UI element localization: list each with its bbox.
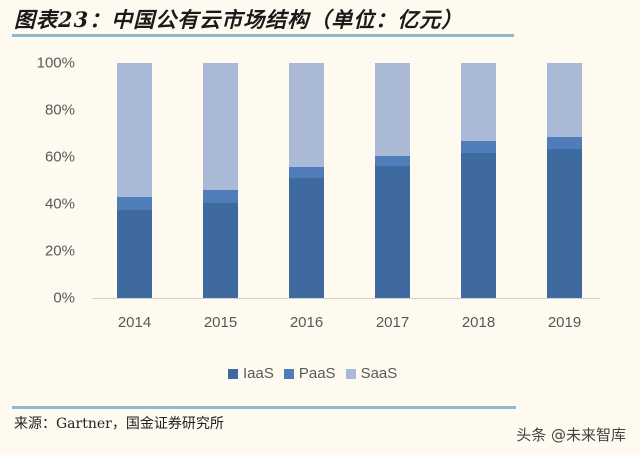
- bar-segment-paas: [461, 141, 496, 154]
- legend-label: IaaS: [243, 365, 274, 382]
- x-tick-label: 2018: [461, 314, 496, 331]
- bar-segment-paas: [289, 166, 324, 178]
- x-tick-label: 2015: [203, 314, 238, 331]
- bar-2015: [203, 63, 238, 298]
- bar-segment-saas: [289, 63, 324, 167]
- bar-segment-saas: [203, 63, 238, 191]
- bar-segment-iaas: [117, 210, 152, 298]
- y-tick-label: 100%: [36, 54, 75, 72]
- y-tick-label: 20%: [44, 242, 75, 260]
- chart-title: 图表23：中国公有云市场结构（单位：亿元）: [14, 7, 464, 32]
- y-tick-label: 80%: [44, 101, 75, 119]
- source-note: 来源：Gartner，国金证券研究所: [14, 416, 224, 432]
- bar-2016: [289, 63, 324, 298]
- bar-segment-paas: [203, 190, 238, 204]
- x-tick-label: 2014: [117, 314, 152, 331]
- bar-segment-saas: [117, 63, 152, 198]
- legend-swatch-icon: [345, 368, 356, 379]
- bar-segment-iaas: [203, 203, 238, 298]
- bar-segment-iaas: [547, 149, 582, 298]
- bar-segment-saas: [547, 63, 582, 138]
- legend-swatch-icon: [228, 368, 238, 379]
- legend: IaaS PaaS SaaS: [228, 365, 401, 382]
- legend-label: SaaS: [360, 365, 398, 382]
- legend-item-paas: PaaS: [283, 365, 336, 382]
- x-tick-label: 2017: [375, 314, 410, 331]
- legend-label: PaaS: [298, 365, 336, 382]
- bar-segment-iaas: [289, 177, 324, 298]
- x-axis-line: [92, 298, 600, 299]
- bar-segment-paas: [547, 137, 582, 150]
- bar-segment-paas: [117, 197, 152, 211]
- bar-segment-paas: [375, 155, 410, 166]
- x-tick-label: 2019: [547, 314, 582, 331]
- bar-2018: [461, 63, 496, 298]
- bar-2017: [375, 63, 410, 298]
- legend-item-saas: SaaS: [345, 365, 398, 382]
- footer-divider: [12, 406, 516, 409]
- title-divider: [12, 34, 514, 37]
- bar-segment-saas: [375, 63, 410, 156]
- bar-2014: [117, 63, 152, 298]
- bar-2019: [547, 63, 582, 298]
- y-tick-label: 60%: [44, 148, 75, 166]
- legend-item-iaas: IaaS: [228, 365, 274, 382]
- y-tick-label: 40%: [44, 195, 75, 213]
- bar-segment-iaas: [461, 153, 496, 298]
- watermark: 头条 @未来智库: [516, 426, 626, 444]
- y-tick-label: 0%: [53, 289, 75, 307]
- bar-segment-saas: [461, 63, 496, 142]
- x-tick-label: 2016: [289, 314, 324, 331]
- bar-segment-iaas: [375, 165, 410, 298]
- legend-swatch-icon: [283, 368, 294, 379]
